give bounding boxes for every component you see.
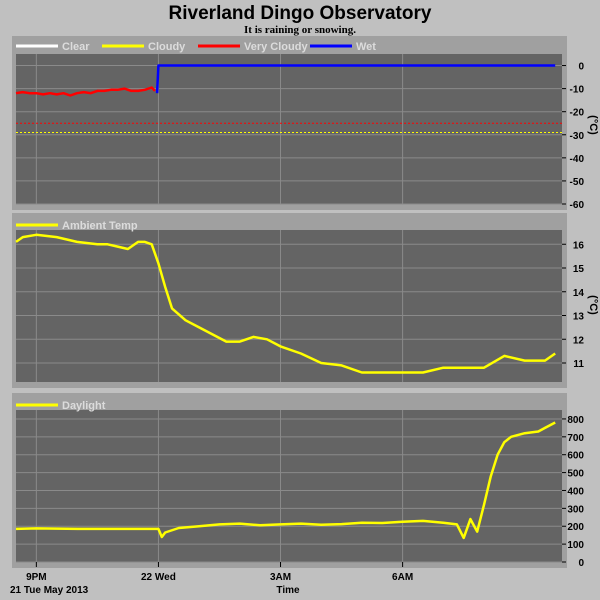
chart-subtitle: It is raining or snowing. — [244, 24, 356, 36]
cloud-y-axis: 0 -10 -20 -30 -40 -50 -60 (°C) — [562, 62, 599, 211]
cloud-panel: Clear Cloudy Very Cloudy Wet 0 -10 -20 -30 -40 -… — [12, 36, 599, 211]
y-tick-label: 800 — [567, 415, 584, 426]
y-tick-label: 15 — [573, 264, 585, 275]
legend-label: Cloudy — [148, 41, 186, 53]
series-line-daylight — [15, 421, 556, 540]
y-tick-label: 300 — [567, 504, 584, 515]
daylight-panel: Daylight 800 700 600 500 400 300 200 100 0 — [12, 393, 584, 569]
y-tick-label: 500 — [567, 469, 584, 480]
cloud-legend: Clear Cloudy Very Cloudy Wet — [16, 41, 376, 53]
y-axis-unit: (°C) — [587, 115, 599, 135]
y-tick-label: -10 — [570, 85, 585, 96]
y-tick-label: -30 — [570, 131, 585, 142]
y-tick-label: 200 — [567, 522, 584, 533]
y-tick-label: -50 — [570, 177, 585, 188]
x-tick-label: 6AM — [392, 572, 413, 583]
y-tick-label: 100 — [567, 540, 584, 551]
y-tick-label: 14 — [573, 288, 585, 299]
chart-title: Riverland Dingo Observatory — [169, 3, 432, 24]
y-tick-label: 400 — [567, 486, 584, 497]
y-tick-label: 12 — [573, 335, 585, 346]
ambient-plot-area — [16, 230, 562, 382]
legend-label: Daylight — [62, 400, 106, 412]
x-tick-label: 9PM — [26, 572, 47, 583]
cloud-plot — [15, 54, 562, 205]
ambient-panel: Ambient Temp 16 15 14 13 12 11 (°C) — [12, 213, 599, 388]
legend-label: Ambient Temp — [62, 220, 138, 232]
daylight-legend: Daylight — [16, 400, 106, 412]
ambient-y-axis: 16 15 14 13 12 11 (°C) — [562, 240, 599, 370]
legend-label: Clear — [62, 41, 90, 53]
x-axis-title: Time — [276, 585, 300, 596]
daylight-y-axis: 800 700 600 500 400 300 200 100 0 — [562, 415, 584, 569]
y-tick-label: 16 — [573, 240, 585, 251]
cloud-plot-area — [16, 54, 562, 204]
y-axis-unit: (°C) — [587, 295, 599, 315]
x-tick-label: 22 Wed — [141, 572, 176, 583]
ambient-plot — [15, 230, 562, 382]
y-tick-label: 700 — [567, 433, 584, 444]
y-tick-label: 600 — [567, 451, 584, 462]
y-tick-label: -60 — [570, 200, 585, 211]
ambient-legend: Ambient Temp — [16, 220, 138, 232]
y-tick-label: 11 — [573, 359, 584, 370]
daylight-plot — [15, 410, 562, 563]
y-tick-label: 13 — [573, 312, 585, 323]
legend-label: Very Cloudy — [244, 41, 308, 53]
series-line-very-cloudy — [15, 86, 156, 97]
daylight-plot-area — [16, 410, 562, 562]
y-tick-label: -40 — [570, 154, 585, 165]
y-tick-label: 0 — [578, 558, 584, 569]
legend-label: Wet — [356, 41, 376, 53]
y-tick-label: 0 — [578, 62, 584, 73]
x-axis-date-label: 21 Tue May 2013 — [10, 585, 89, 596]
series-line-wet — [155, 64, 556, 94]
x-tick-label: 3AM — [270, 572, 291, 583]
x-axis: 9PM 22 Wed 3AM 6AM — [26, 562, 413, 583]
series-line-ambient-temp — [15, 233, 556, 374]
y-tick-label: -20 — [570, 108, 585, 119]
